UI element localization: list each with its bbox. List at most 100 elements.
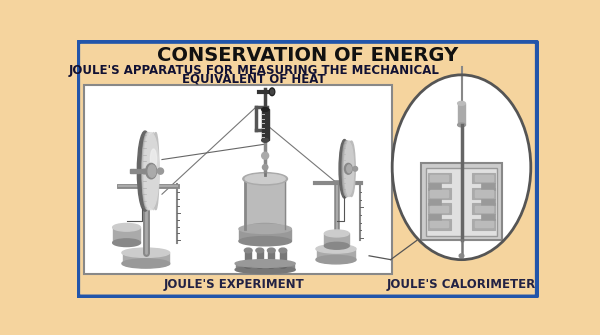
Bar [428, 188, 451, 199]
Ellipse shape [153, 133, 159, 210]
Ellipse shape [113, 223, 140, 231]
Text: EQUIVALENT OF HEAT: EQUIVALENT OF HEAT [182, 73, 325, 86]
Ellipse shape [137, 131, 153, 211]
Ellipse shape [325, 242, 349, 249]
Ellipse shape [245, 174, 285, 184]
Ellipse shape [344, 141, 352, 197]
Text: JOULE'S APPARATUS FOR MEASURING THE MECHANICAL: JOULE'S APPARATUS FOR MEASURING THE MECH… [68, 64, 439, 77]
Bar [472, 173, 496, 184]
Text: CONSERVATION OF ENERGY: CONSERVATION OF ENERGY [157, 46, 458, 65]
Bar [426, 168, 497, 236]
Ellipse shape [256, 248, 263, 253]
Ellipse shape [243, 173, 287, 185]
Bar [84, 85, 392, 273]
Ellipse shape [353, 166, 358, 171]
Ellipse shape [342, 141, 350, 197]
Bar [430, 206, 448, 212]
Ellipse shape [151, 149, 157, 169]
Bar [133, 169, 136, 174]
Ellipse shape [122, 259, 170, 268]
Text: JOULE'S EXPERIMENT: JOULE'S EXPERIMENT [164, 278, 305, 291]
Ellipse shape [269, 88, 275, 95]
Bar [428, 219, 451, 229]
Bar [421, 163, 502, 241]
Ellipse shape [344, 163, 352, 174]
Ellipse shape [148, 165, 156, 177]
Bar [428, 214, 442, 220]
Bar [239, 229, 292, 241]
Bar [262, 110, 269, 140]
Ellipse shape [149, 133, 157, 210]
Ellipse shape [347, 165, 352, 173]
Ellipse shape [325, 230, 349, 237]
Ellipse shape [316, 245, 356, 253]
Ellipse shape [344, 143, 354, 195]
Ellipse shape [279, 248, 287, 253]
Bar [475, 175, 493, 181]
Bar [123, 253, 169, 264]
Bar [472, 188, 496, 199]
Bar [428, 199, 442, 205]
Ellipse shape [146, 163, 157, 179]
Ellipse shape [157, 168, 164, 174]
Ellipse shape [239, 237, 292, 246]
Ellipse shape [244, 248, 252, 253]
Ellipse shape [345, 141, 353, 197]
Ellipse shape [113, 239, 140, 247]
Ellipse shape [279, 264, 287, 268]
Bar [140, 169, 142, 174]
Bar [430, 175, 448, 181]
Bar [130, 169, 133, 174]
Ellipse shape [262, 152, 269, 159]
Ellipse shape [262, 108, 269, 112]
Bar [481, 214, 494, 220]
Bar [428, 184, 442, 190]
Bar [113, 227, 140, 243]
Ellipse shape [145, 134, 159, 208]
Ellipse shape [142, 133, 154, 210]
Bar [475, 221, 493, 227]
Ellipse shape [245, 223, 285, 234]
Bar [280, 250, 286, 266]
Ellipse shape [256, 264, 263, 268]
Ellipse shape [316, 255, 356, 264]
Bar [472, 203, 496, 214]
Ellipse shape [244, 264, 252, 268]
Ellipse shape [235, 260, 295, 267]
Ellipse shape [458, 123, 466, 127]
Bar [430, 221, 448, 227]
Ellipse shape [347, 141, 355, 197]
Ellipse shape [392, 75, 531, 260]
Ellipse shape [122, 248, 170, 257]
Bar [481, 184, 494, 190]
Bar [143, 169, 145, 174]
Bar [325, 233, 349, 246]
Bar [475, 190, 493, 197]
Bar [236, 264, 295, 270]
Bar [317, 249, 355, 260]
Bar [428, 203, 451, 214]
Bar [481, 199, 494, 205]
Bar [428, 173, 451, 184]
Ellipse shape [239, 224, 292, 233]
Ellipse shape [343, 141, 350, 197]
Ellipse shape [245, 174, 285, 184]
Ellipse shape [271, 89, 274, 94]
Ellipse shape [268, 248, 275, 253]
Bar [257, 250, 263, 266]
Bar [137, 169, 139, 174]
Ellipse shape [144, 133, 155, 210]
Bar [268, 250, 274, 266]
Text: JOULE'S CALORIMETER: JOULE'S CALORIMETER [387, 278, 536, 291]
Bar [472, 219, 496, 229]
Bar [458, 103, 466, 125]
Ellipse shape [235, 266, 295, 273]
Ellipse shape [262, 164, 268, 170]
Bar [245, 250, 251, 266]
Bar [475, 206, 493, 212]
Ellipse shape [143, 133, 155, 210]
Ellipse shape [268, 264, 275, 268]
Bar [245, 179, 285, 229]
Bar [430, 190, 448, 197]
Ellipse shape [262, 138, 269, 142]
